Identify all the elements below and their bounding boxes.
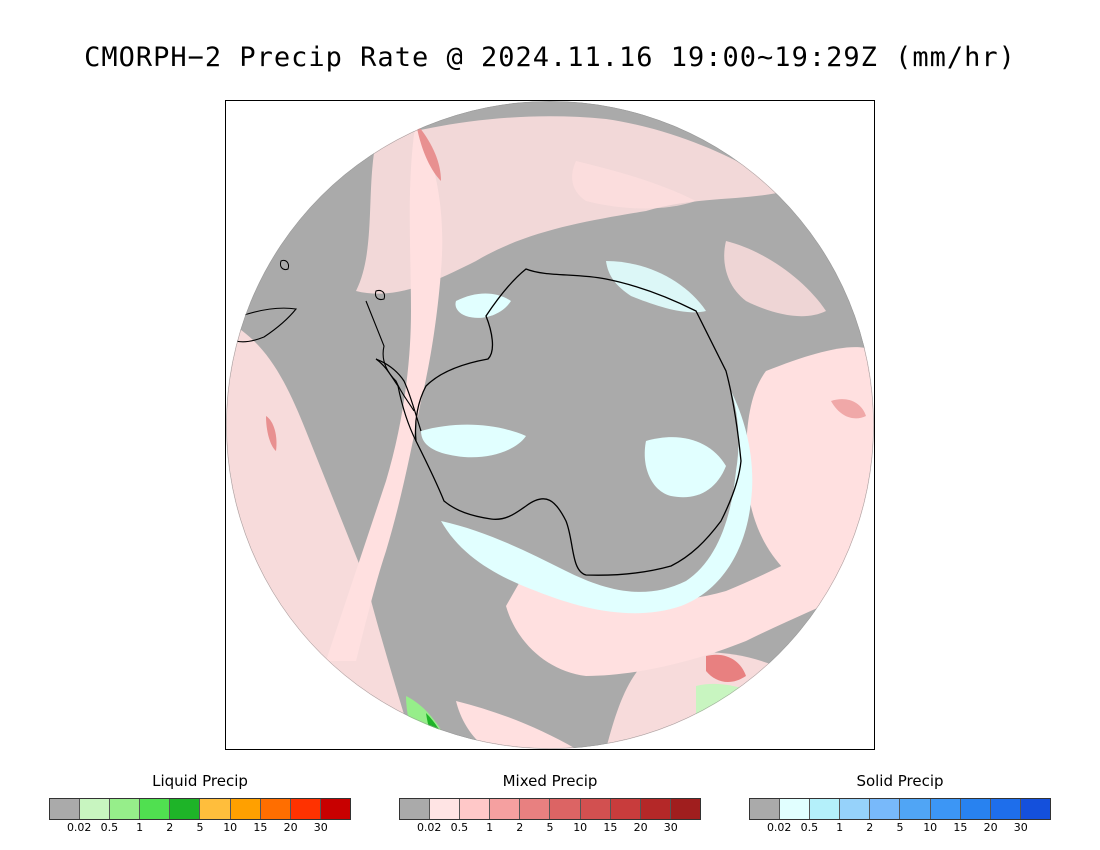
legend-tick-label: 1 — [836, 821, 844, 834]
legend-swatch — [400, 799, 431, 819]
legend-tick-label: 2 — [166, 821, 174, 834]
legend-tick-label: 0.5 — [800, 821, 819, 834]
falklands-coastline — [375, 290, 385, 300]
legend-tick-label: 2 — [866, 821, 874, 834]
legend-swatch — [550, 799, 581, 819]
legend-swatch — [50, 799, 81, 819]
legend-tick-label: 0.5 — [100, 821, 119, 834]
legend-swatch — [580, 799, 611, 819]
legend-tick-label: 30 — [1013, 821, 1028, 834]
legend-swatch — [670, 799, 700, 819]
legend-swatch — [780, 799, 811, 819]
legend-tick-label: 5 — [196, 821, 204, 834]
legend-swatch — [200, 799, 231, 819]
legend-swatch — [870, 799, 901, 819]
legend-swatch — [900, 799, 931, 819]
legend-tick-label: 2 — [516, 821, 524, 834]
legend-tick-label: 0.02 — [416, 821, 442, 834]
legend-tick-label: 20 — [983, 821, 998, 834]
mixed-precip-heavy — [266, 123, 866, 683]
legend-color-bar — [49, 798, 351, 820]
legend-ticks: 0.02 0.5 1 2 5 10 15 20 30 — [399, 821, 701, 835]
legend-title: Solid Precip — [856, 772, 944, 790]
legend-liquid: Liquid Precip 0.02 0.5 1 2 5 10 15 20 30 — [49, 772, 351, 835]
legend-color-bar — [749, 798, 1051, 820]
legend-swatch — [170, 799, 201, 819]
legend-tick-label: 0.5 — [450, 821, 469, 834]
legend-tick-label: 20 — [633, 821, 648, 834]
legend-tick-label: 10 — [573, 821, 588, 834]
legend-swatch — [320, 799, 350, 819]
legend-tick-label: 15 — [603, 821, 618, 834]
legend-tick-label: 10 — [223, 821, 238, 834]
south-america-coastline — [365, 300, 415, 412]
antarctic-peninsula — [375, 358, 422, 442]
legend-swatch — [80, 799, 111, 819]
legend-swatch — [840, 799, 871, 819]
small-island-coastline — [280, 260, 289, 270]
legend-title: Mixed Precip — [502, 772, 598, 790]
legend-ticks: 0.02 0.5 1 2 5 10 15 20 30 — [749, 821, 1051, 835]
legend-swatch — [810, 799, 841, 819]
legend-ticks: 0.02 0.5 1 2 5 10 15 20 30 — [49, 821, 351, 835]
legend-tick-label: 10 — [923, 821, 938, 834]
map-disc-edge — [226, 101, 874, 749]
legend-color-bar — [399, 798, 701, 820]
legend-tick-label: 1 — [136, 821, 144, 834]
legend-swatch — [490, 799, 521, 819]
legend-swatch — [430, 799, 461, 819]
legend-title: Liquid Precip — [152, 772, 248, 790]
map-frame — [225, 100, 875, 750]
legend-tick-label: 30 — [663, 821, 678, 834]
legend-swatch — [230, 799, 261, 819]
legend-tick-label: 1 — [486, 821, 494, 834]
solid-precip-regions — [421, 261, 753, 614]
legend-swatch — [460, 799, 491, 819]
polar-precip-map — [226, 101, 874, 749]
legend-mixed: Mixed Precip 0.02 0.5 1 2 5 10 15 20 30 — [399, 772, 701, 835]
legend-swatch — [260, 799, 291, 819]
page-title: CMORPH−2 Precip Rate @ 2024.11.16 19:00~… — [84, 42, 1016, 73]
legend-swatch — [640, 799, 671, 819]
legend-tick-label: 0.02 — [766, 821, 792, 834]
legend-tick-label: 15 — [253, 821, 268, 834]
legend-swatch — [990, 799, 1021, 819]
legend-swatch — [110, 799, 141, 819]
legend-tick-label: 5 — [546, 821, 554, 834]
legend-tick-label: 5 — [896, 821, 904, 834]
legend-tick-label: 20 — [283, 821, 298, 834]
legend-swatch — [960, 799, 991, 819]
legend-solid: Solid Precip 0.02 0.5 1 2 5 10 15 20 30 — [749, 772, 1051, 835]
new-zealand-coastline — [235, 307, 298, 343]
antarctica-coastline — [414, 268, 742, 576]
legend-swatch — [1020, 799, 1050, 819]
legend-swatch — [520, 799, 551, 819]
legend-swatch — [610, 799, 641, 819]
legend-tick-label: 15 — [953, 821, 968, 834]
legend-swatch — [930, 799, 961, 819]
legend-swatch — [750, 799, 781, 819]
legend-swatch — [140, 799, 171, 819]
legend-swatch — [290, 799, 321, 819]
legend-tick-label: 0.02 — [66, 821, 92, 834]
legend-tick-label: 30 — [313, 821, 328, 834]
